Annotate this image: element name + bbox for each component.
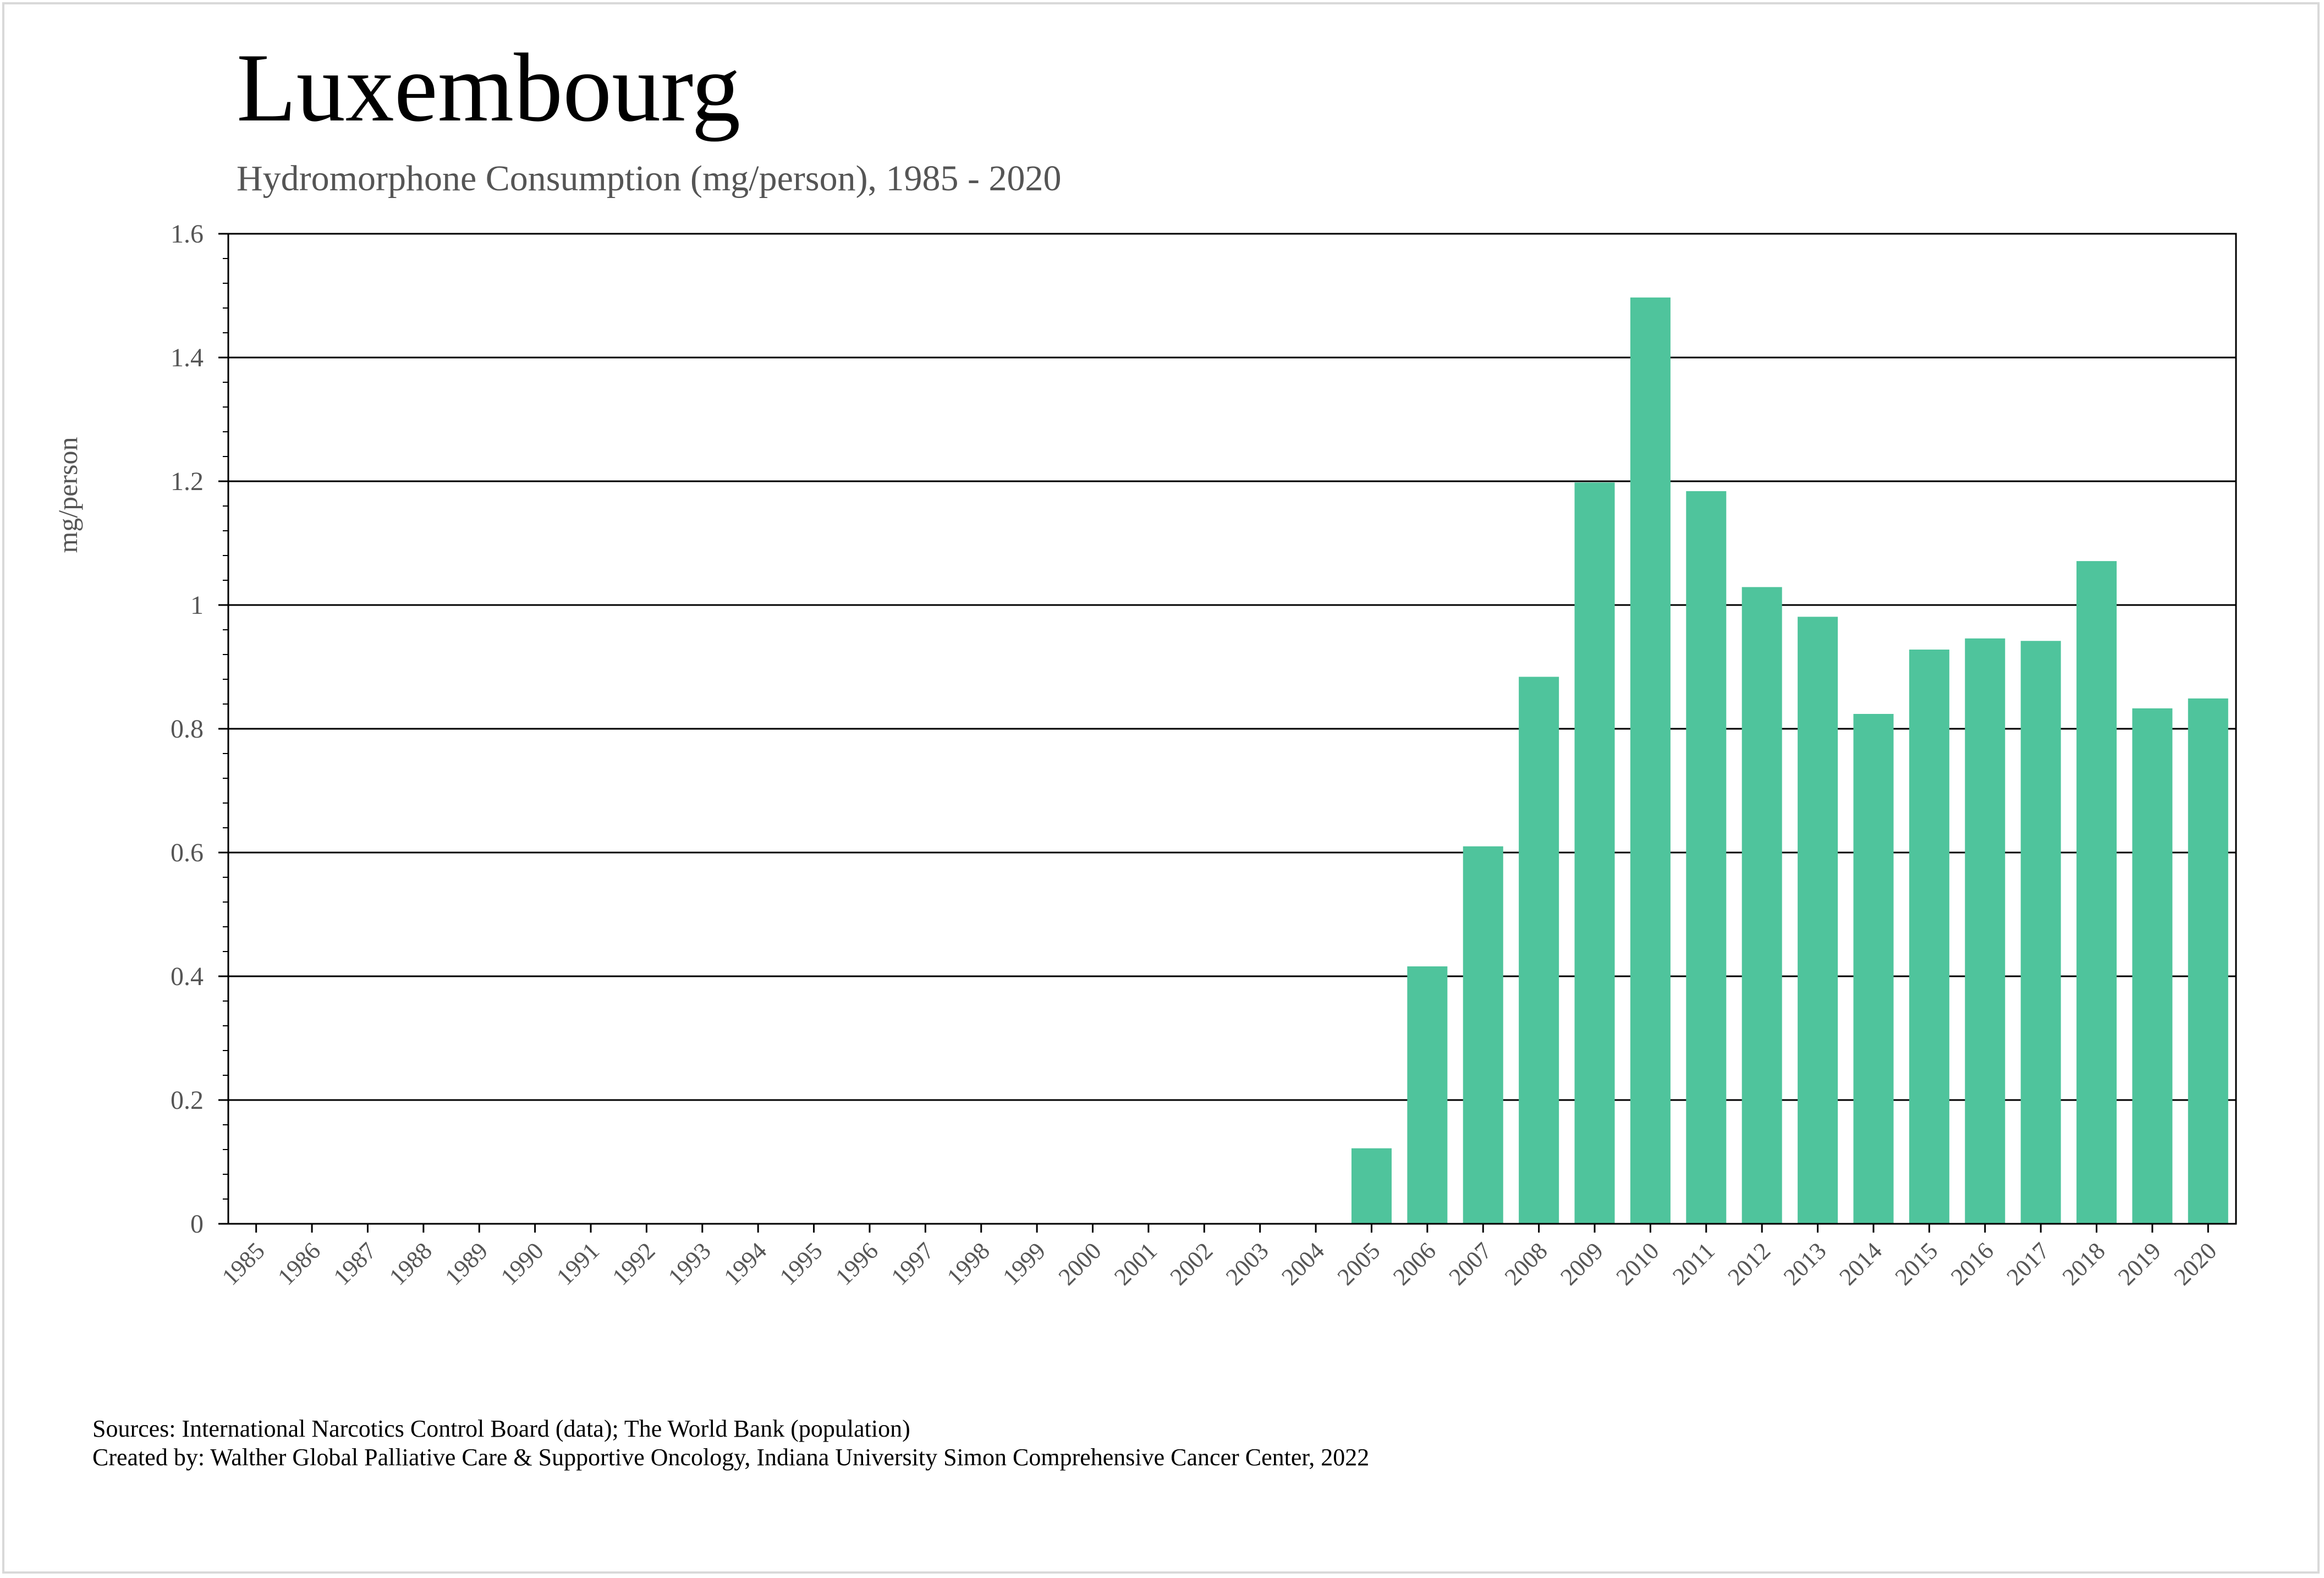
x-tick-label: 1988 xyxy=(384,1237,437,1290)
x-tick-label: 1996 xyxy=(830,1237,883,1290)
bar-2009 xyxy=(1574,482,1615,1224)
x-tick-label: 1992 xyxy=(607,1237,661,1290)
x-tick-label: 2013 xyxy=(1778,1237,1832,1290)
x-tick-label: 1991 xyxy=(551,1237,605,1290)
plot-border xyxy=(227,233,2237,1225)
x-tick-label: 1993 xyxy=(663,1237,716,1290)
bar-2014 xyxy=(1853,714,1894,1224)
bar-2010 xyxy=(1630,297,1671,1224)
x-tick-label: 2002 xyxy=(1165,1237,1218,1290)
x-tick-label: 1986 xyxy=(272,1237,326,1290)
x-tick-label: 1999 xyxy=(997,1237,1051,1290)
x-tick-label: 1985 xyxy=(217,1237,270,1290)
x-tick-label: 2008 xyxy=(1499,1237,1553,1290)
x-tick-label: 2006 xyxy=(1388,1237,1441,1290)
y-axis-title: mg/person xyxy=(52,437,83,553)
sources-line: Sources: International Narcotics Control… xyxy=(92,1415,910,1442)
x-tick-label: 1987 xyxy=(328,1237,382,1290)
x-tick-label: 1998 xyxy=(942,1237,995,1290)
bar-2012 xyxy=(1741,587,1782,1224)
bar-2006 xyxy=(1407,966,1448,1224)
created-by-line: Created by: Walther Global Palliative Ca… xyxy=(92,1444,1370,1471)
chart-subtitle: Hydromorphone Consumption (mg/person), 1… xyxy=(237,158,1062,199)
x-tick-label: 2005 xyxy=(1332,1237,1386,1290)
x-tick-label: 2004 xyxy=(1276,1237,1329,1290)
bar-2019 xyxy=(2132,708,2173,1224)
x-tick-label: 2001 xyxy=(1109,1237,1162,1290)
bar-2020 xyxy=(2188,698,2228,1224)
x-tick-label: 2015 xyxy=(1890,1237,1943,1290)
x-tick-label: 2003 xyxy=(1221,1237,1274,1290)
x-tick-label: 2017 xyxy=(2001,1237,2054,1290)
y-tick-label: 1.4 xyxy=(171,343,204,372)
y-tick-label: 0.8 xyxy=(171,714,204,744)
x-tick-label: 2020 xyxy=(2169,1237,2222,1290)
bar-2016 xyxy=(1965,638,2006,1224)
x-tick-label: 2000 xyxy=(1053,1237,1107,1290)
bar-2011 xyxy=(1686,491,1727,1224)
bar-2017 xyxy=(2020,641,2061,1224)
x-tick-label: 2007 xyxy=(1443,1237,1497,1290)
y-tick-label: 0 xyxy=(190,1209,204,1239)
bar-2008 xyxy=(1519,677,1559,1224)
x-tick-label: 2016 xyxy=(1946,1237,1999,1290)
x-tick-label: 2011 xyxy=(1667,1237,1720,1290)
x-tick-label: 1989 xyxy=(439,1237,493,1290)
x-tick-label: 1994 xyxy=(718,1237,772,1290)
y-tick-label: 0.4 xyxy=(171,962,204,991)
x-tick-label: 2012 xyxy=(1722,1237,1776,1290)
x-tick-label: 2009 xyxy=(1555,1237,1608,1290)
y-tick-label: 0.6 xyxy=(171,838,204,867)
sources-note: Sources: International Narcotics Control… xyxy=(92,1415,1369,1472)
x-tick-label: 1995 xyxy=(774,1237,828,1290)
y-tick-label: 0.2 xyxy=(171,1086,204,1115)
y-tick-label: 1.2 xyxy=(171,467,204,496)
x-tick-label: 1997 xyxy=(886,1237,940,1290)
bar-2005 xyxy=(1351,1148,1392,1224)
bar-2013 xyxy=(1798,617,1838,1224)
y-tick-label: 1 xyxy=(190,591,204,620)
bar-2018 xyxy=(2076,561,2117,1224)
x-tick-label: 2014 xyxy=(1834,1237,1887,1290)
chart-title: Luxembourg xyxy=(237,33,741,142)
bar-2007 xyxy=(1463,846,1503,1224)
bar-2015 xyxy=(1909,650,1949,1224)
x-tick-label: 2018 xyxy=(2057,1237,2111,1290)
y-tick-label: 1.6 xyxy=(171,219,204,249)
x-tick-label: 1990 xyxy=(496,1237,549,1290)
x-tick-label: 2019 xyxy=(2113,1237,2166,1290)
x-tick-label: 2010 xyxy=(1611,1237,1664,1290)
